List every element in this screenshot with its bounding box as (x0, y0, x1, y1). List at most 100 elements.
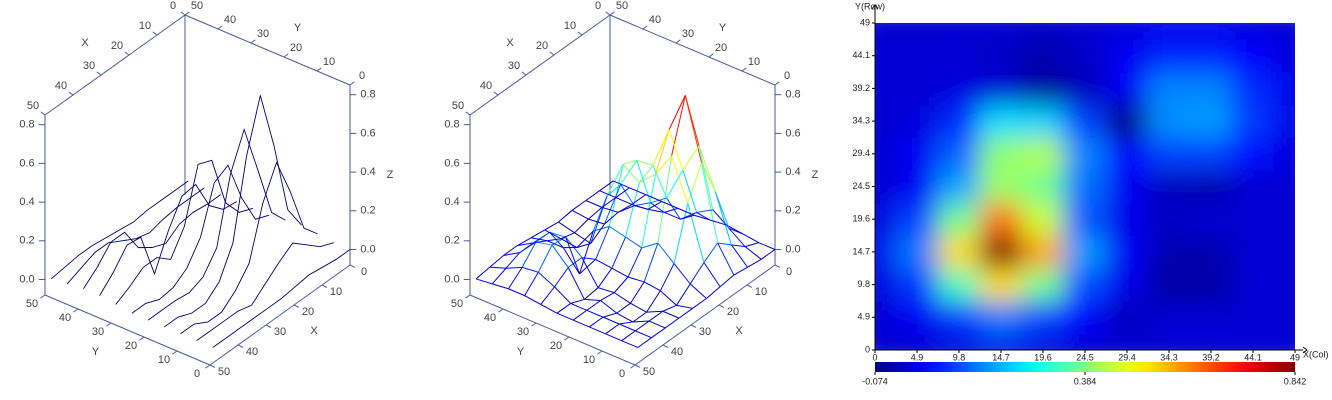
tick-mark (265, 324, 272, 328)
mesh-segment (540, 303, 558, 314)
mesh-segment (646, 310, 663, 313)
mesh-segment (589, 326, 606, 335)
mesh-segment (662, 304, 677, 312)
mesh-segment (565, 237, 580, 275)
mesh-segment (666, 197, 681, 220)
z-tick-label: 0.8 (785, 89, 800, 101)
tick-mark (549, 51, 555, 56)
heatmap-cell (1063, 136, 1107, 171)
mesh-segment (597, 287, 615, 294)
mesh-segment (641, 242, 659, 249)
heatmap-cell (979, 202, 1023, 237)
heatmap-cell (1021, 300, 1065, 335)
x-tick-label: 10 (564, 20, 576, 32)
x-tick-label: 9.8 (953, 352, 966, 362)
heatmap-cell (1189, 136, 1233, 171)
tick-mark (73, 308, 79, 313)
heatmap-cell (979, 104, 1023, 138)
mesh-segment (524, 272, 539, 296)
surface-line (196, 242, 334, 342)
heatmap-cell (937, 267, 981, 302)
z-axis-label: Z (387, 169, 394, 181)
mesh-segment (586, 309, 604, 318)
mesh-segment (641, 174, 656, 248)
heatmap-cell (1063, 202, 1107, 237)
z-tick-label: 0.8 (360, 89, 375, 101)
heatmap-cell (1105, 235, 1149, 269)
mesh-segment (650, 202, 665, 213)
heatmap-cell (1021, 333, 1065, 350)
heatmap-cell (1147, 202, 1191, 237)
x-tick-label: 14.7 (992, 352, 1010, 362)
tick-mark (774, 81, 780, 86)
z-tick-label: 0.4 (785, 166, 800, 178)
axis-arrow (871, 4, 879, 10)
tick-mark (662, 344, 669, 348)
mesh-segment (613, 276, 629, 293)
surface-line (66, 187, 205, 285)
tick-mark (634, 364, 641, 368)
surface-line (131, 164, 270, 314)
tick-mark (774, 264, 781, 268)
tick-mark (139, 336, 145, 341)
mesh-segment (648, 310, 664, 322)
heatmap-cell (979, 71, 1023, 106)
mesh-segment (678, 307, 693, 319)
tick-mark (498, 308, 504, 313)
heatmap-cell (979, 300, 1023, 335)
heatmap-cell (937, 235, 981, 269)
heatmap-cell (1273, 267, 1295, 302)
mesh-segment (703, 262, 721, 288)
y-tick-label: 50 (26, 298, 38, 310)
heatmap-cell (875, 104, 897, 138)
mesh-segment (655, 155, 672, 175)
x-tick-label: 24.5 (1076, 352, 1094, 362)
heatmap-cell (979, 38, 1023, 73)
y-tick-label: 40 (649, 14, 661, 26)
mesh-segment (698, 145, 714, 210)
mesh-segment (601, 197, 617, 208)
tick-mark (690, 324, 697, 328)
heatmap-cell (1147, 136, 1191, 171)
y-tick-label: 50 (451, 298, 463, 310)
heatmap-cell (1147, 300, 1191, 335)
mesh-segment (714, 191, 730, 229)
x-axis-label: X(Col) (1303, 349, 1329, 359)
heatmap-cell (1147, 104, 1191, 138)
mesh-segment (556, 312, 574, 321)
mesh-segment (611, 236, 627, 269)
y-tick-label: 20 (715, 42, 727, 54)
x-tick-label: 50 (218, 366, 230, 378)
mesh-segment (572, 319, 590, 328)
mesh-segment (584, 298, 601, 301)
mesh-segment (632, 320, 650, 323)
tick-mark (531, 322, 537, 327)
heatmap-cell (1063, 333, 1107, 350)
heatmap-cell (1021, 202, 1065, 237)
mesh-segment (530, 229, 545, 239)
y-tick-label: 10 (323, 56, 335, 68)
tick-mark (172, 350, 178, 355)
y-tick-label: 29.4 (852, 148, 870, 158)
heatmap-cell (1063, 300, 1107, 335)
y-tick-label: 49 (860, 17, 870, 27)
tick-mark (152, 31, 158, 36)
mesh-segment (682, 145, 700, 171)
mesh-segment (616, 302, 631, 314)
mesh-segment (602, 316, 620, 325)
tick-mark (465, 111, 471, 116)
y-tick-label: 40 (484, 312, 496, 324)
mesh-segment (733, 266, 748, 276)
x-tick-label: 0 (872, 352, 877, 362)
mesh-segment (627, 247, 643, 278)
mesh-segment (728, 227, 746, 247)
heatmap-cell (1105, 267, 1149, 302)
heatmap-cell (1021, 38, 1065, 73)
mesh-segment (540, 286, 555, 305)
y-tick-label: 4.9 (857, 312, 870, 322)
y-axis-label: Y (517, 346, 525, 358)
mesh-segment (744, 242, 759, 248)
mesh-segment (726, 224, 743, 235)
y-tick-label: 0 (619, 368, 625, 380)
mesh-segment (668, 95, 686, 130)
